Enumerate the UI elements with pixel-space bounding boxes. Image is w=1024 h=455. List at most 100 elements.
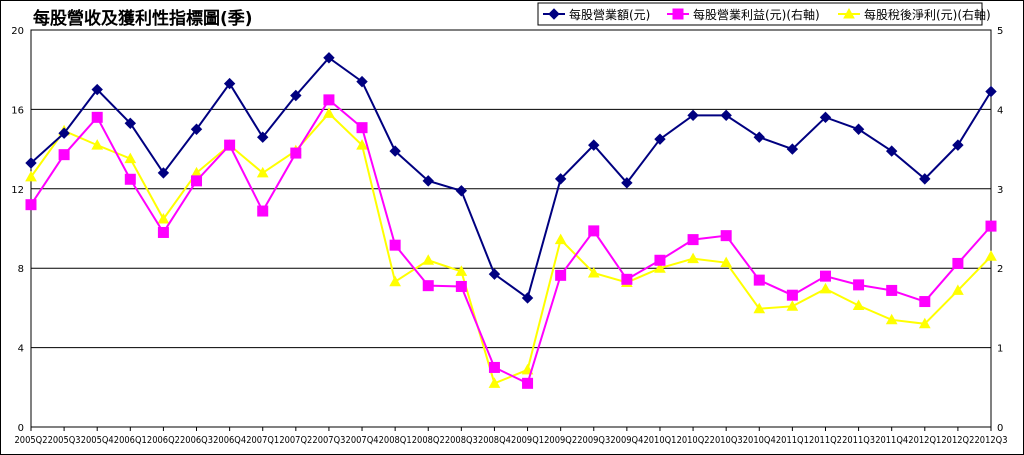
data-point: [621, 273, 633, 285]
y-right-tick-label: 5: [997, 26, 1003, 37]
data-point: [157, 167, 170, 179]
data-point: [672, 8, 684, 20]
data-point: [985, 85, 997, 98]
data-point: [919, 173, 931, 185]
data-point: [588, 225, 600, 237]
data-point: [554, 233, 567, 245]
x-tick-label: 2005Q4: [81, 435, 114, 446]
chart-title: 每股營收及獲利性指標圖(季): [33, 8, 253, 29]
x-tick-label: 2005Q2: [15, 435, 48, 446]
y-left-tick-label: 20: [11, 26, 24, 37]
x-tick-label: 2010Q2: [677, 435, 710, 446]
data-point: [455, 280, 467, 292]
data-point: [157, 226, 169, 238]
x-tick-label: 2007Q3: [312, 435, 345, 446]
legend-label: 每股稅後淨利(元)(右軸): [864, 7, 991, 22]
data-point: [853, 279, 865, 291]
y-right-tick-label: 1: [997, 344, 1003, 355]
data-point: [256, 166, 269, 178]
data-point: [224, 139, 236, 151]
data-point: [124, 117, 137, 130]
data-point: [257, 131, 269, 143]
x-tick-label: 2012Q1: [908, 435, 941, 446]
data-point: [389, 239, 401, 251]
data-point: [654, 133, 666, 145]
data-point: [885, 145, 898, 157]
data-point: [25, 170, 37, 182]
data-point: [587, 266, 600, 278]
x-tick-label: 2010Q3: [710, 435, 743, 446]
x-tick-label: 2008Q2: [412, 435, 445, 446]
data-point: [389, 275, 401, 287]
data-point: [819, 270, 831, 282]
data-point: [819, 111, 832, 124]
data-point: [190, 123, 203, 135]
data-point: [488, 377, 501, 388]
y-right-tick-label: 2: [997, 264, 1003, 275]
data-point: [25, 157, 37, 169]
legend: 每股營業額(元) 每股營業利益(元)(右軸) 每股稅後淨利(元)(右軸): [537, 2, 991, 26]
x-tick-label: 2009Q2: [544, 435, 577, 446]
data-point: [389, 145, 401, 157]
data-point: [422, 254, 435, 265]
data-point: [522, 377, 534, 389]
data-point: [124, 152, 137, 164]
data-point: [58, 127, 70, 139]
data-point: [455, 185, 468, 197]
series-line: [30, 98, 992, 385]
data-point: [952, 139, 964, 151]
data-point: [25, 199, 37, 211]
data-point: [819, 282, 832, 294]
data-point: [720, 256, 733, 268]
data-point: [985, 250, 997, 261]
data-point: [753, 274, 765, 286]
legend-box: [537, 2, 983, 26]
x-tick-label: 2011Q2: [809, 435, 842, 446]
data-point: [521, 363, 534, 375]
data-point: [753, 131, 765, 143]
data-point: [323, 107, 335, 118]
data-point: [257, 205, 269, 217]
data-point: [223, 77, 236, 90]
data-point: [58, 149, 70, 161]
data-point: [786, 143, 799, 155]
data-point: [554, 173, 567, 185]
data-point: [356, 139, 368, 150]
y-right-tick-label: 0: [997, 423, 1003, 434]
data-point: [548, 8, 560, 20]
x-tick-label: 2008Q4: [478, 435, 511, 446]
data-point: [91, 111, 103, 123]
data-point: [488, 268, 501, 280]
data-point: [588, 139, 600, 151]
x-tick-label: 2009Q1: [511, 435, 544, 446]
x-tick-label: 2007Q1: [246, 435, 279, 446]
x-tick-label: 2007Q4: [346, 435, 379, 446]
y-left-tick-label: 12: [11, 185, 24, 196]
data-point: [918, 317, 931, 329]
data-point: [786, 300, 799, 311]
data-point: [786, 289, 798, 301]
x-tick-label: 2006Q1: [114, 435, 147, 446]
data-point: [290, 89, 302, 102]
x-tick-label: 2010Q1: [643, 435, 676, 446]
y-left-tick-label: 8: [18, 264, 24, 275]
x-tick-label: 2009Q4: [610, 435, 643, 446]
data-point: [720, 109, 732, 122]
x-tick-label: 2008Q1: [379, 435, 412, 446]
data-point: [323, 94, 335, 106]
data-point: [555, 269, 567, 281]
x-tick-label: 2012Q2: [941, 435, 974, 446]
series-line: [30, 56, 992, 300]
data-point: [91, 139, 104, 150]
data-point: [422, 280, 434, 292]
data-point: [91, 83, 103, 96]
data-point: [356, 75, 368, 88]
data-point: [843, 7, 855, 19]
data-point: [323, 52, 335, 64]
data-point: [687, 252, 699, 264]
x-tick-label: 2008Q3: [445, 435, 478, 446]
y-left-tick-label: 0: [18, 423, 24, 434]
y-left-tick-label: 16: [11, 105, 24, 116]
